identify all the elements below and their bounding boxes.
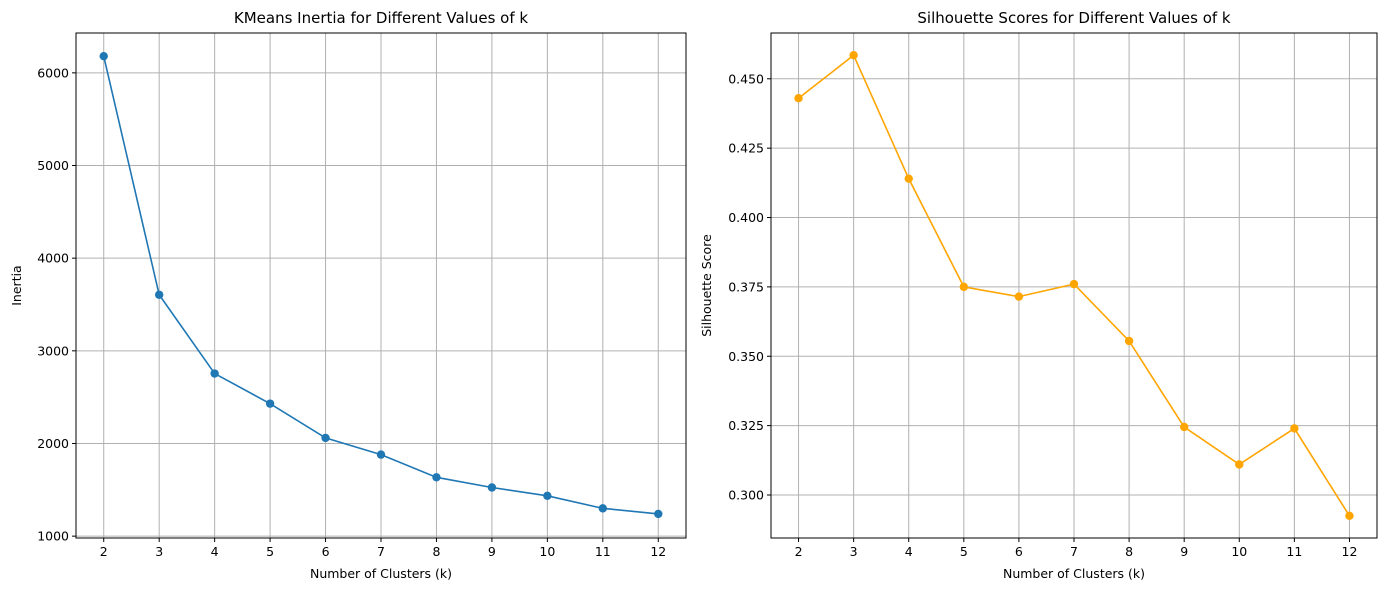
chart-title: Silhouette Scores for Different Values o… (917, 9, 1231, 27)
x-tick-label: 9 (1180, 544, 1188, 559)
chart-title: KMeans Inertia for Different Values of k (234, 9, 529, 27)
y-tick-label: 0.325 (728, 418, 764, 433)
x-tick-label: 3 (850, 544, 858, 559)
y-tick-label: 1000 (37, 529, 69, 544)
data-point (1290, 424, 1299, 433)
x-tick-label: 10 (539, 544, 555, 559)
data-point (321, 433, 330, 443)
data-point (1124, 336, 1134, 346)
data-point (794, 94, 803, 103)
x-tick-label: 8 (432, 544, 440, 559)
x-tick-label: 6 (322, 544, 330, 559)
x-tick-label: 3 (155, 544, 163, 559)
y-tick-label: 0.350 (728, 349, 764, 364)
data-point (959, 282, 969, 292)
data-point (654, 509, 663, 519)
x-tick-label: 2 (100, 544, 108, 559)
data-point (210, 369, 219, 378)
x-tick-label: 8 (1125, 544, 1133, 559)
y-tick-label: 4000 (37, 251, 69, 266)
y-tick-label: 6000 (37, 65, 69, 80)
y-axis-label: Inertia (9, 265, 24, 305)
silhouette-chart: 2 3 4 5 6 7 8 9 10 11 12 0.300 0.325 0.350 0.375 0.400 0… (699, 9, 1378, 581)
x-tick-label: 7 (377, 544, 385, 559)
y-tick-label: 0.300 (728, 487, 764, 502)
data-point (487, 483, 497, 492)
y-tick-label: 0.450 (728, 71, 764, 86)
x-tick-label: 11 (595, 544, 611, 559)
y-axis-label: Silhouette Score (699, 234, 714, 337)
inertia-chart: 2 3 4 5 6 7 8 9 10 11 12 1000 2000 3000 4000 5000 6000 KM… (9, 9, 687, 581)
x-tick-label: 10 (1231, 544, 1247, 559)
data-point (154, 290, 164, 299)
x-tick-label: 9 (488, 544, 496, 559)
y-tick-label: 2000 (37, 436, 69, 451)
x-tick-label: 12 (1342, 544, 1358, 559)
data-point (99, 51, 108, 61)
x-axis-label: Number of Clusters (k) (1003, 566, 1145, 581)
data-point (376, 450, 386, 459)
y-tick-label: 5000 (37, 158, 69, 173)
x-tick-label: 7 (1070, 544, 1078, 559)
plot-frame (770, 32, 1378, 539)
y-tick-label: 0.425 (728, 141, 764, 156)
data-point (1014, 292, 1024, 301)
x-tick-label: 6 (1015, 544, 1023, 559)
x-tick-label: 5 (960, 544, 968, 559)
data-point (1345, 511, 1354, 521)
x-tick-label: 2 (795, 544, 803, 559)
data-point (1235, 460, 1244, 469)
data-point (1179, 422, 1189, 432)
data-point (543, 491, 552, 501)
data-point (265, 399, 275, 408)
y-tick-label: 0.400 (728, 210, 764, 225)
x-tick-label: 5 (266, 544, 274, 559)
data-point (598, 504, 608, 513)
x-tick-label: 11 (1286, 544, 1302, 559)
y-tick-label: 3000 (37, 343, 69, 358)
x-tick-label: 4 (211, 544, 219, 559)
y-tick-label: 0.375 (728, 279, 764, 294)
data-point (849, 50, 858, 60)
data-point (432, 473, 441, 482)
x-tick-label: 12 (650, 544, 666, 559)
data-point (1069, 279, 1079, 289)
x-axis-label: Number of Clusters (k) (310, 566, 452, 581)
plot-frame (75, 32, 687, 539)
x-tick-label: 4 (905, 544, 913, 559)
data-point (904, 174, 913, 183)
